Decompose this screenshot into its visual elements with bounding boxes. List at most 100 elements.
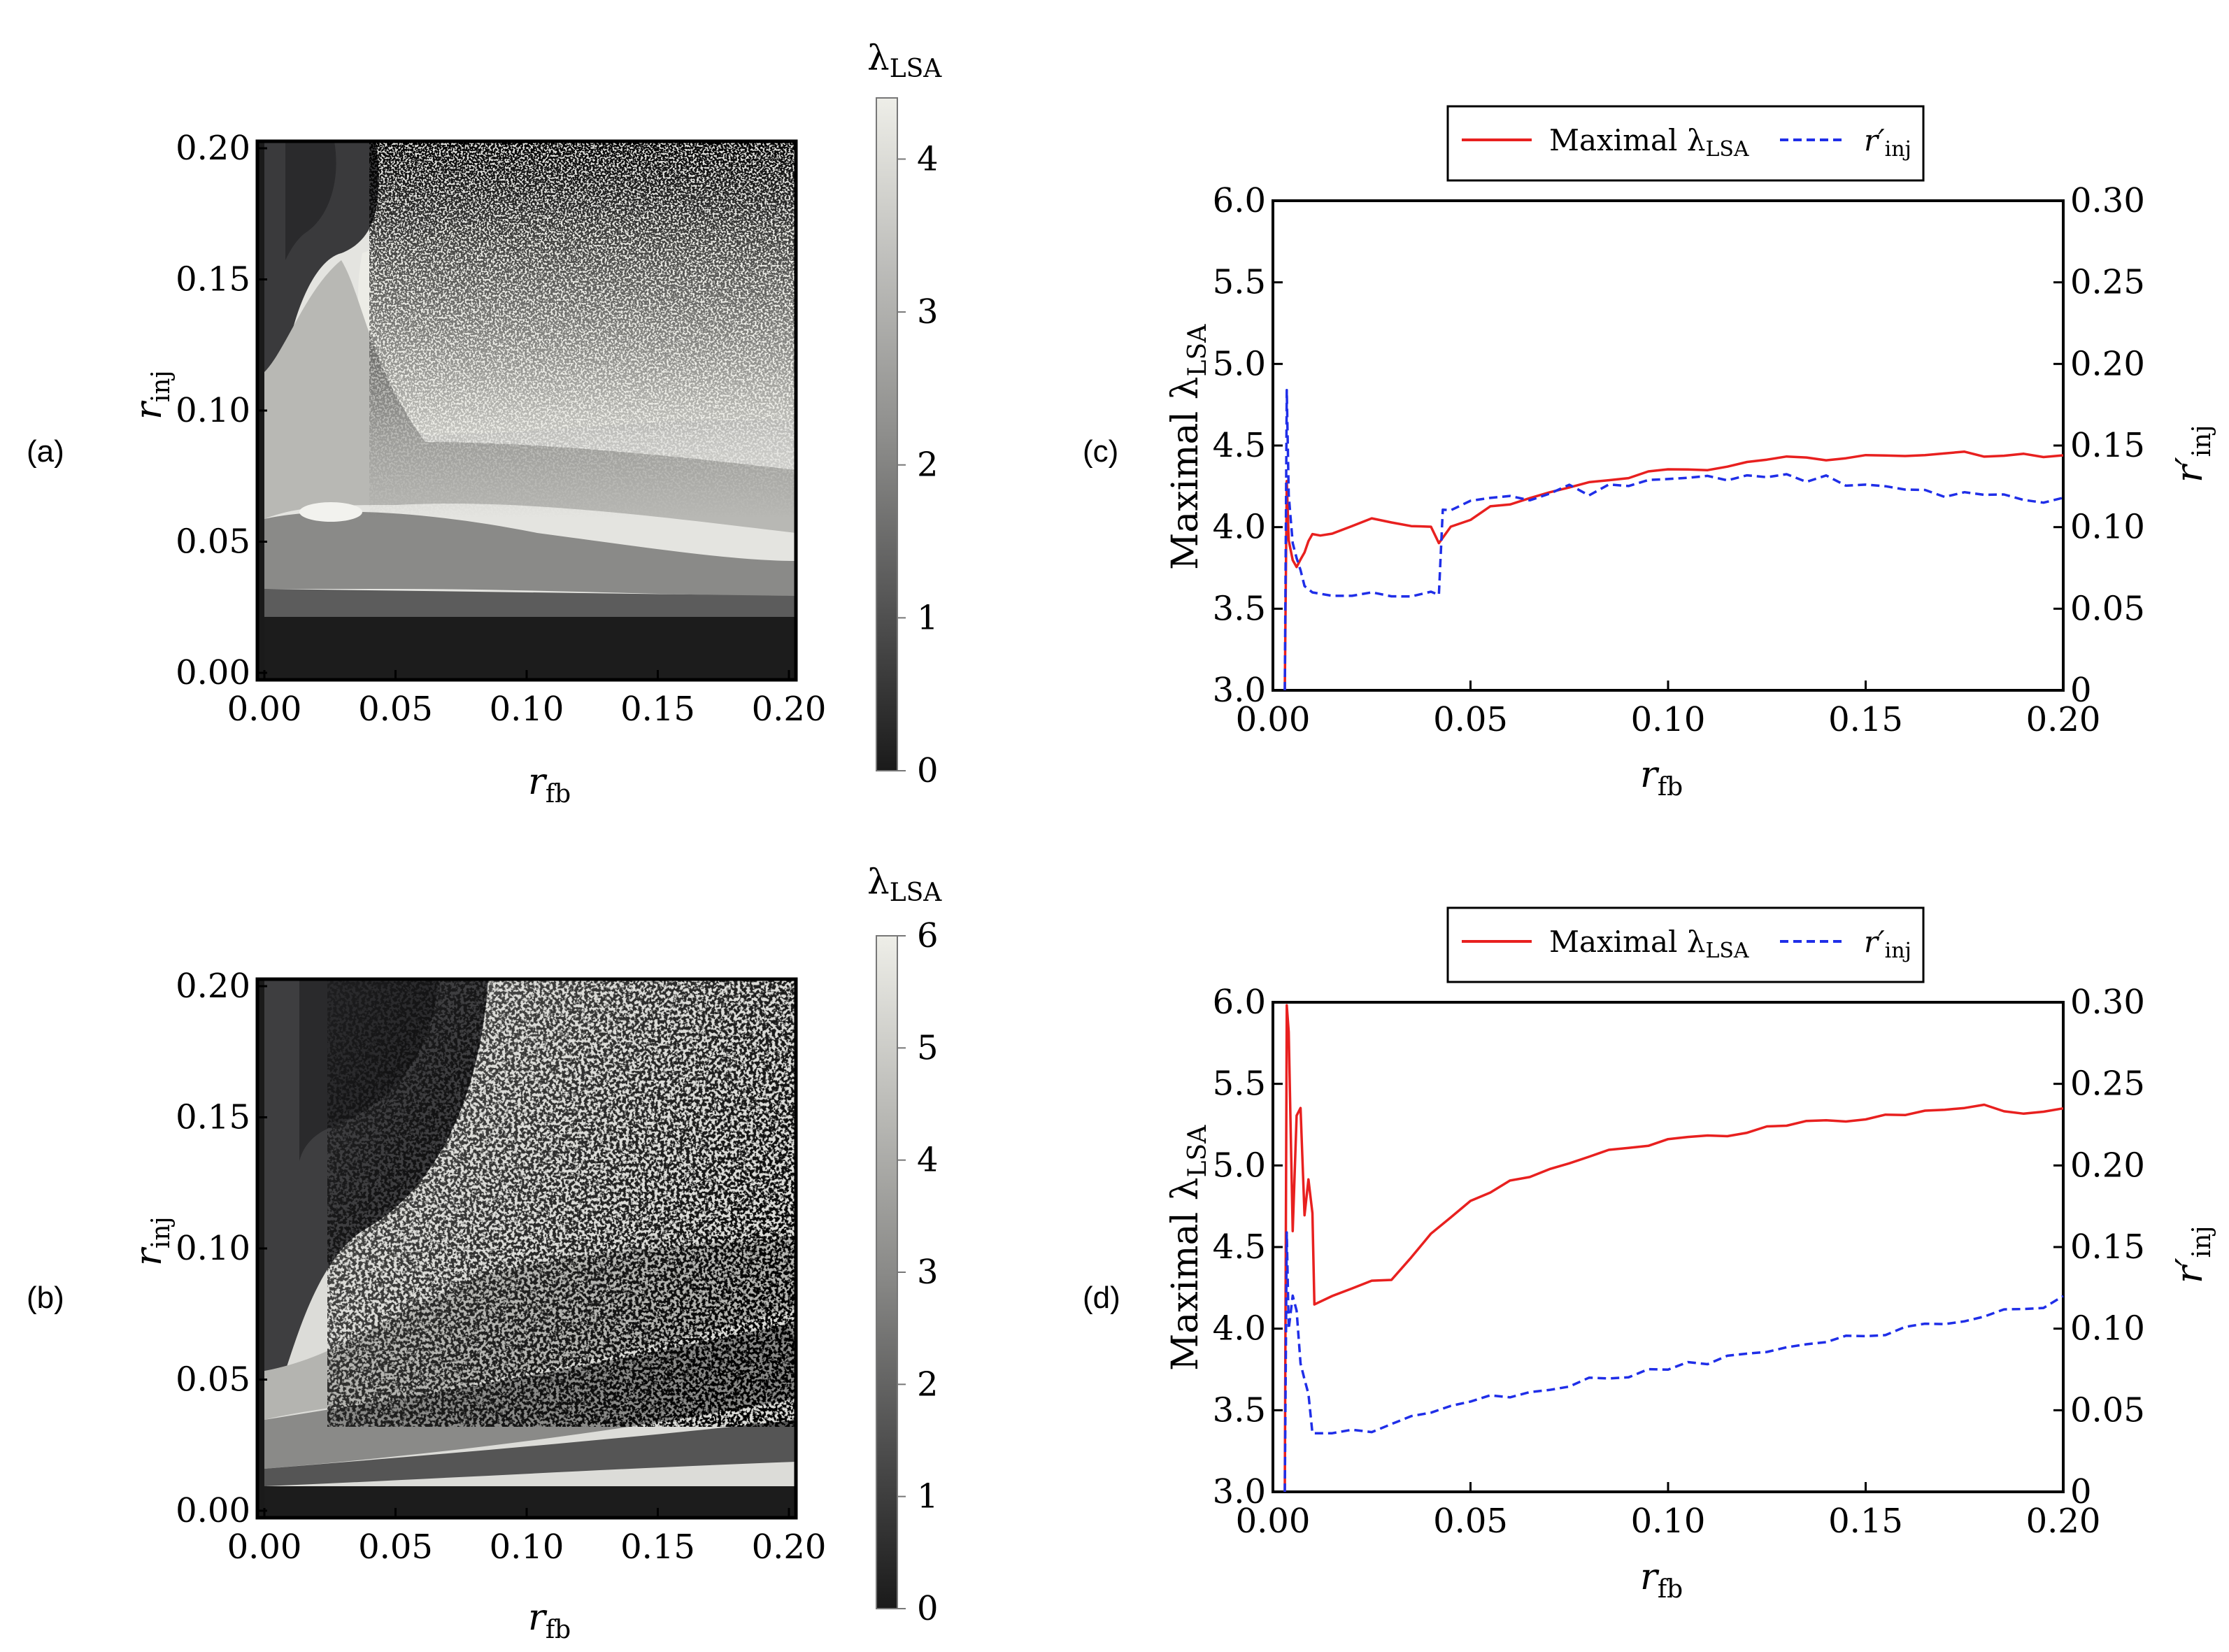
x-tick-label-d-1: 0.05	[1433, 1502, 1508, 1541]
x-tick-label-d-0: 0.00	[1236, 1502, 1311, 1541]
x-tick-label-c-4: 0.20	[2026, 700, 2101, 739]
plot-frame-d	[1272, 1001, 2065, 1493]
colorbar-tick-label-b-0: 0	[917, 1589, 939, 1628]
x-tick-label-a-0: 0.00	[227, 690, 302, 729]
x-tick-label-a-3: 0.15	[620, 690, 695, 729]
colorbar-tick-label-b-2: 2	[917, 1365, 939, 1404]
colorbar-title-a: λLSA	[867, 38, 942, 83]
y2-tick-label-c-6: 0.30	[2070, 181, 2145, 220]
legend-label-red-c: Maximal λLSA	[1549, 123, 1749, 162]
heatmap-plot-area-b	[255, 977, 798, 1520]
y-tick-label-c-5: 5.5	[1213, 263, 1266, 302]
y2-tick-label-c-0: 0	[2070, 671, 2092, 710]
y2-axis-label-c: r′inj	[2169, 425, 2216, 483]
x-tick-label-c-3: 0.15	[1828, 700, 1903, 739]
heatmap-low-band-b	[264, 1486, 796, 1518]
y-tick-label-d-3: 4.5	[1213, 1227, 1266, 1267]
y2-tick-label-d-0: 0	[2070, 1472, 2092, 1511]
tick-layer-b: 0.000.00 0.05 0.05 0.10 0.10 0.15 0.15 0.20 0.20	[176, 967, 826, 1567]
tick-layer-c: 0.00 0.05 0.10 0.15 0.20 3.0 3.5 4.0 4.5 5.0 5.5 6.…	[1213, 181, 2145, 739]
colorbar-tick-label-b-5: 5	[917, 1028, 939, 1067]
legend-label-red-d: Maximal λLSA	[1549, 925, 1749, 963]
y-tick-label-b-1: 0.05	[176, 1360, 250, 1400]
colorbar-tick-label-a-2: 2	[917, 446, 939, 485]
y-tick-label-b-3: 0.15	[176, 1098, 250, 1137]
heatmap-panel-a: (a) 0.000.00 0.05 0.05 0.10 0.10 0.15 0.15 0.20…	[27, 38, 942, 809]
y2-tick-label-d-3: 0.15	[2070, 1227, 2145, 1267]
colorbar-tick-label-a-4: 4	[917, 139, 939, 178]
x-tick-label-d-4: 0.20	[2026, 1502, 2101, 1541]
series-line-d-r-inj	[1283, 1231, 2064, 1493]
y-tick-label-c-3: 4.5	[1213, 426, 1266, 465]
panel-label-b: (b)	[27, 1281, 64, 1315]
tick-layer-a: 0.000.00 0.05 0.05 0.10 0.10 0.15 0.15 0.20 0.20	[176, 129, 826, 729]
legend-box-d	[1446, 906, 1925, 983]
colorbar-a: λLSA 0 1 2 3 4	[867, 38, 942, 790]
y-tick-label-a-4: 0.20	[176, 129, 250, 168]
x-axis-label-d: rfb	[1640, 1556, 1683, 1604]
legend-label-blue-c: r′inj	[1864, 123, 1911, 162]
y-tick-label-c-1: 3.5	[1213, 589, 1266, 628]
y2-tick-label-d-5: 0.25	[2070, 1064, 2145, 1104]
y-tick-label-a-0: 0.00	[176, 653, 250, 692]
x-axis-label-b: rfb	[528, 1597, 571, 1644]
x-tick-label-a-4: 0.20	[752, 690, 827, 729]
legend-d: Maximal λLSA r′inj	[1446, 906, 1925, 983]
colorbar-b: λLSA 0 1 2 3 4 5 6	[867, 862, 942, 1628]
series-layer-c	[1283, 388, 2064, 691]
y2-tick-label-d-4: 0.20	[2070, 1146, 2145, 1185]
x-tick-label-a-1: 0.05	[358, 690, 433, 729]
legend-box-c	[1446, 105, 1925, 182]
colorbar-tick-label-b-6: 6	[917, 916, 939, 955]
y-tick-label-c-2: 4.0	[1213, 508, 1266, 547]
x-axis-label-c: rfb	[1640, 754, 1683, 802]
series-line-d-max-lambda	[1283, 1004, 2064, 1493]
y-tick-label-d-0: 3.0	[1213, 1472, 1266, 1511]
y2-tick-label-c-4: 0.20	[2070, 344, 2145, 383]
y-tick-label-c-4: 5.0	[1213, 344, 1266, 383]
y2-axis-label-d: r′inj	[2169, 1225, 2216, 1283]
panel-label-a: (a)	[27, 434, 64, 469]
colorbar-tick-label-b-1: 1	[917, 1477, 939, 1516]
y-tick-label-d-4: 5.0	[1213, 1146, 1266, 1185]
y-axis-label-d: Maximal λLSA	[1165, 1125, 1212, 1371]
y-axis-label-a: rinj	[128, 370, 176, 420]
colorbar-ramp-a	[876, 97, 898, 771]
series-layer-d	[1283, 1004, 2064, 1493]
series-line-c-r-inj	[1283, 388, 2064, 691]
legend-c: Maximal λLSA r′inj	[1446, 105, 1925, 182]
line-panel-c: (c) Maximal λLSA r′inj 0.00 0.05 0.10 0.15 0…	[1083, 105, 2216, 802]
y2-tick-label-d-2: 0.10	[2070, 1309, 2145, 1348]
x-tick-label-c-0: 0.00	[1236, 700, 1311, 739]
x-tick-label-a-2: 0.10	[490, 690, 564, 729]
heatmap-darker-region-a	[285, 141, 336, 260]
y-tick-label-b-4: 0.20	[176, 967, 250, 1006]
y-tick-label-a-1: 0.05	[176, 522, 250, 562]
heatmap-speckle-a	[369, 141, 796, 680]
heatmap-plot-area-a	[255, 139, 798, 682]
colorbar-tick-label-a-3: 3	[917, 292, 939, 332]
x-tick-label-b-2: 0.10	[490, 1528, 564, 1567]
heatmap-speckle-b	[327, 979, 796, 1427]
colorbar-title-b: λLSA	[867, 862, 942, 907]
y-tick-label-d-5: 5.5	[1213, 1064, 1266, 1104]
series-line-c-max-lambda	[1283, 450, 2064, 691]
y-axis-label-c: Maximal λLSA	[1165, 324, 1212, 570]
y2-tick-label-c-5: 0.25	[2070, 263, 2145, 302]
y-tick-label-d-2: 4.0	[1213, 1309, 1266, 1348]
y2-tick-label-d-6: 0.30	[2070, 983, 2145, 1022]
panel-label-c: (c)	[1083, 434, 1118, 469]
heatmap-panel-b: (b) 0.000.00 0.05 0.05 0.10 0.10 0.15 0.15 0.20…	[27, 862, 942, 1644]
y-axis-label-b: rinj	[128, 1216, 176, 1266]
y-tick-label-d-1: 3.5	[1213, 1390, 1266, 1430]
x-tick-label-b-0: 0.00	[227, 1528, 302, 1567]
y-tick-label-a-3: 0.15	[176, 260, 250, 299]
x-tick-label-c-2: 0.10	[1631, 700, 1706, 739]
colorbar-ramp-b	[876, 935, 898, 1609]
y-tick-label-a-2: 0.10	[176, 391, 250, 430]
colorbar-ticks-b: 0 1 2 3 4 5 6	[897, 916, 939, 1628]
y-tick-label-b-0: 0.00	[176, 1491, 250, 1530]
x-tick-label-b-1: 0.05	[358, 1528, 433, 1567]
y2-tick-label-d-1: 0.05	[2070, 1390, 2145, 1430]
